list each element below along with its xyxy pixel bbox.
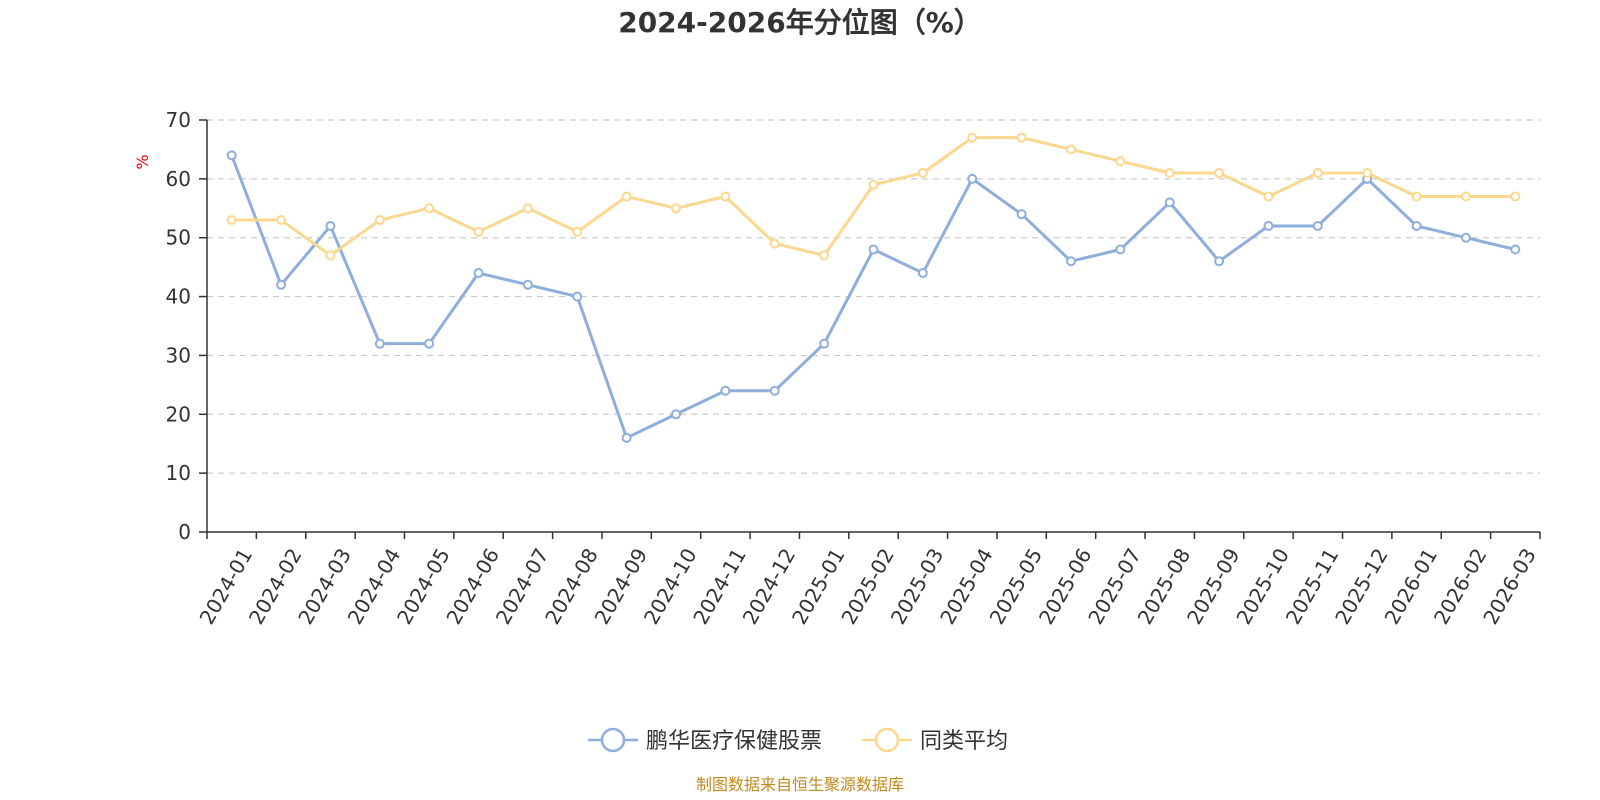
legend-label: 同类平均 (920, 729, 1008, 754)
y-tick-label: 0 (178, 520, 191, 544)
data-point (868, 179, 879, 190)
data-point (1312, 220, 1323, 231)
data-point (1065, 256, 1076, 267)
data-point (1460, 232, 1471, 243)
data-point (522, 203, 533, 214)
data-point (671, 409, 682, 420)
data-point (769, 385, 780, 396)
data-point (1214, 256, 1225, 267)
y-tick-label: 10 (166, 461, 191, 485)
series-lines (226, 132, 1521, 443)
data-point (1411, 191, 1422, 202)
y-tick-label: 20 (166, 402, 191, 426)
legend-label: 鹏华医疗保健股票 (646, 729, 822, 754)
data-source-note: 制图数据来自恒生聚源数据库 (696, 775, 904, 794)
data-point (720, 191, 731, 202)
data-point (769, 238, 780, 249)
data-point (424, 203, 435, 214)
data-point (572, 226, 583, 237)
data-point (1214, 167, 1225, 178)
y-tick-label: 60 (166, 167, 191, 191)
data-point (325, 220, 336, 231)
y-tick-label: 50 (166, 226, 191, 250)
data-point (621, 191, 632, 202)
data-point (374, 338, 385, 349)
data-point (522, 279, 533, 290)
data-point (819, 250, 830, 261)
data-point (967, 173, 978, 184)
data-point (671, 203, 682, 214)
data-point (917, 167, 928, 178)
legend-item[interactable]: 鹏华医疗保健股票 (588, 727, 822, 754)
legend-marker (600, 727, 626, 753)
data-point (1411, 220, 1422, 231)
data-point (374, 215, 385, 226)
y-tick-label: 30 (166, 343, 191, 367)
y-tick-label: 70 (166, 108, 191, 132)
data-point (226, 215, 237, 226)
data-point (1016, 132, 1027, 143)
series-2 (226, 132, 1521, 261)
y-axis-unit-label: % (133, 154, 152, 169)
data-point (1263, 191, 1274, 202)
data-point (572, 291, 583, 302)
legend: 鹏华医疗保健股票 同类平均 (588, 727, 1008, 754)
data-point (226, 150, 237, 161)
data-point (967, 132, 978, 143)
data-point (917, 268, 928, 279)
data-point (473, 226, 484, 237)
data-point (720, 385, 731, 396)
data-point (325, 250, 336, 261)
data-point (276, 279, 287, 290)
data-point (621, 432, 632, 443)
legend-marker (874, 727, 900, 753)
data-point (1510, 244, 1521, 255)
chart-title: 2024-2026年分位图（%） (618, 6, 982, 39)
data-point (819, 338, 830, 349)
data-point (868, 244, 879, 255)
data-point (1510, 191, 1521, 202)
series-1 (226, 150, 1521, 443)
legend-item[interactable]: 同类平均 (862, 727, 1008, 754)
data-point (1362, 167, 1373, 178)
data-point (1164, 197, 1175, 208)
data-point (1312, 167, 1323, 178)
data-point (1460, 191, 1471, 202)
data-point (1065, 144, 1076, 155)
data-point (1115, 244, 1126, 255)
data-point (1164, 167, 1175, 178)
grid-lines (207, 119, 1540, 474)
data-point (1115, 156, 1126, 167)
y-tick-label: 40 (166, 285, 191, 309)
axes: 0102030405060702024-012024-022024-032024… (166, 108, 1541, 628)
data-point (1263, 220, 1274, 231)
data-point (1016, 209, 1027, 220)
data-point (276, 215, 287, 226)
data-point (473, 268, 484, 279)
data-point (424, 338, 435, 349)
